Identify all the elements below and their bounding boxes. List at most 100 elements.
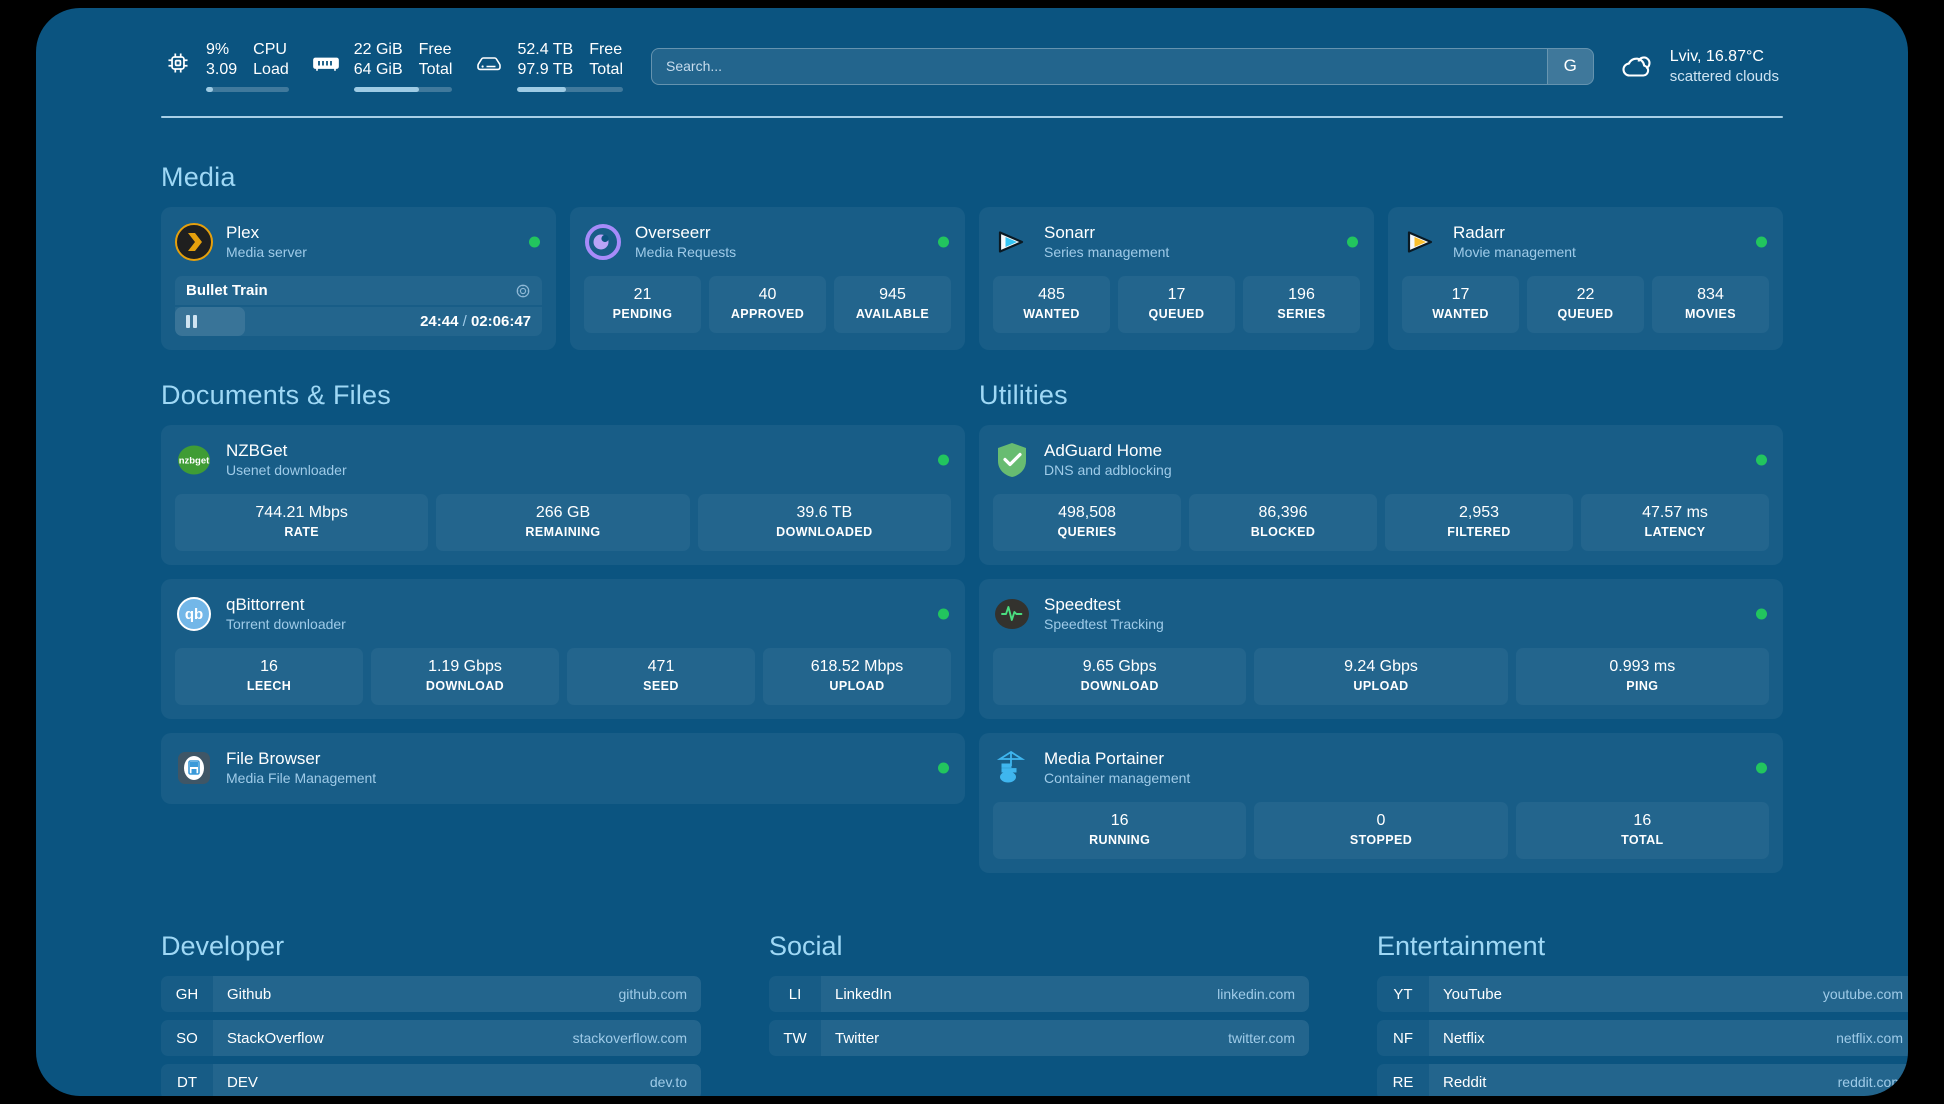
- weather-widget[interactable]: Lviv, 16.87°C scattered clouds: [1616, 46, 1783, 87]
- card-title-block: Radarr Movie management: [1453, 222, 1576, 262]
- card-title-block: NZBGet Usenet downloader: [226, 440, 347, 480]
- documents-section: Documents & Files nzbget NZBGet: [161, 380, 965, 873]
- bookmark-item-reddit[interactable]: RE Reddit reddit.com: [1377, 1064, 1908, 1096]
- stat-label: RUNNING: [1089, 833, 1151, 847]
- service-card-overseerr[interactable]: Overseerr Media Requests 21 PENDING: [570, 207, 965, 350]
- card-header: Sonarr Series management: [993, 220, 1360, 264]
- stat-value: 16: [1110, 812, 1129, 829]
- search-bar[interactable]: G: [651, 47, 1594, 85]
- bookmark-main: LinkedIn linkedin.com: [821, 976, 1309, 1012]
- bookmark-item-netflix[interactable]: NF Netflix netflix.com: [1377, 1020, 1908, 1056]
- stat-label: UPLOAD: [829, 679, 885, 693]
- bookmark-name: LinkedIn: [835, 985, 892, 1003]
- service-description: Container management: [1044, 770, 1191, 786]
- service-name: Media Portainer: [1044, 749, 1165, 768]
- stat-value: 498,508: [1058, 504, 1116, 521]
- bookmark-url: linkedin.com: [1217, 986, 1295, 1002]
- stat-value: 2,953: [1458, 504, 1500, 521]
- service-card-radarr[interactable]: Radarr Movie management 17 WANTED 2: [1388, 207, 1783, 350]
- settings-icon[interactable]: [515, 283, 531, 299]
- stats-row: 485 WANTED 17 QUEUED 196 SERIES: [993, 276, 1360, 333]
- stat-item: 17 QUEUED: [1118, 276, 1235, 333]
- stat-value: 39.6 TB: [796, 504, 853, 521]
- service-name: File Browser: [226, 749, 321, 768]
- search-input[interactable]: [652, 48, 1547, 84]
- stat-item: 40 APPROVED: [709, 276, 826, 333]
- disk-values: 52.4 TB 97.9 TB: [517, 40, 573, 80]
- bookmark-name: Github: [227, 985, 272, 1003]
- cpu-icon: [163, 48, 193, 78]
- card-header: Media Portainer Container management: [993, 746, 1769, 790]
- dashboard-window: 9% 3.09 CPU Load: [36, 8, 1908, 1096]
- service-name: AdGuard Home: [1044, 441, 1163, 460]
- bookmark-url: twitter.com: [1228, 1030, 1295, 1046]
- service-card-plex[interactable]: Plex Media server Bullet Train: [161, 207, 556, 350]
- search-container: G: [651, 47, 1594, 85]
- bookmark-group-social: Social LI LinkedIn linkedin.com TW: [769, 931, 1309, 1096]
- memory-stat-group: 22 GiB 64 GiB Free Total: [311, 40, 453, 92]
- stat-value: 47.57 ms: [1642, 504, 1708, 521]
- bookmark-group-developer: Developer GH Github github.com SO: [161, 931, 701, 1096]
- now-playing-progress-row[interactable]: 24:44 / 02:06:47: [175, 307, 542, 336]
- status-indicator: [938, 762, 949, 774]
- stat-label: QUEUED: [1557, 307, 1614, 321]
- bookmark-abbr: DT: [161, 1064, 213, 1096]
- status-indicator: [1756, 608, 1767, 620]
- bookmarks-region: Developer GH Github github.com SO: [161, 931, 1908, 1096]
- search-engine-button[interactable]: G: [1546, 48, 1593, 84]
- service-card-adguard-home[interactable]: AdGuard Home DNS and adblocking 498,508 …: [979, 425, 1783, 565]
- bookmark-abbr: GH: [161, 976, 213, 1012]
- stat-value: 618.52 Mbps: [810, 658, 904, 675]
- service-card-sonarr[interactable]: Sonarr Series management 485 WANTED: [979, 207, 1374, 350]
- card-header: nzbget NZBGet Usenet downloader: [175, 438, 951, 482]
- service-name: Sonarr: [1044, 223, 1096, 242]
- bookmark-item-youtube[interactable]: YT YouTube youtube.com: [1377, 976, 1908, 1012]
- stat-label: DOWNLOAD: [1080, 679, 1159, 693]
- service-card-qbittorrent[interactable]: qb qBittorrent Torrent downloader: [161, 579, 965, 719]
- overseerr-icon: [584, 223, 622, 261]
- bookmark-item-stackoverflow[interactable]: SO StackOverflow stackoverflow.com: [161, 1020, 701, 1056]
- bookmark-main: DEV dev.to: [213, 1064, 701, 1096]
- bookmark-item-github[interactable]: GH Github github.com: [161, 976, 701, 1012]
- status-indicator: [1347, 236, 1358, 248]
- bookmark-main: Github github.com: [213, 976, 701, 1012]
- stat-value: 16: [1633, 812, 1652, 829]
- bookmark-main: Reddit reddit.com: [1429, 1064, 1908, 1096]
- stat-item: 834 MOVIES: [1652, 276, 1769, 333]
- service-name: Speedtest: [1044, 595, 1121, 614]
- bookmark-name: Twitter: [835, 1029, 880, 1047]
- bookmark-item-twitter[interactable]: TW Twitter twitter.com: [769, 1020, 1309, 1056]
- pause-icon[interactable]: [186, 315, 197, 328]
- weather-condition: scattered clouds: [1669, 67, 1779, 85]
- service-description: Movie management: [1453, 244, 1576, 260]
- bookmark-abbr: NF: [1377, 1020, 1429, 1056]
- memory-label-line2: Total: [418, 61, 453, 78]
- bookmark-group-entertainment: Entertainment YT YouTube youtube.com NF: [1377, 931, 1908, 1096]
- card-header: Speedtest Speedtest Tracking: [993, 592, 1769, 636]
- documents-section-title: Documents & Files: [161, 380, 391, 410]
- stat-label: UPLOAD: [1353, 679, 1409, 693]
- now-playing-progress-fill: [175, 307, 245, 336]
- disk-free-value: 52.4 TB: [517, 41, 574, 58]
- bookmark-item-dev[interactable]: DT DEV dev.to: [161, 1064, 701, 1096]
- bookmark-item-linkedin[interactable]: LI LinkedIn linkedin.com: [769, 976, 1309, 1012]
- stat-item: 266 GB REMAINING: [436, 494, 690, 551]
- stat-item: 16 LEECH: [175, 648, 363, 705]
- memory-total-value: 64 GiB: [353, 61, 403, 78]
- service-card-media-portainer[interactable]: Media Portainer Container management 16 …: [979, 733, 1783, 873]
- service-card-nzbget[interactable]: nzbget NZBGet Usenet downloader 74: [161, 425, 965, 565]
- service-card-file-browser[interactable]: File Browser Media File Management: [161, 733, 965, 804]
- disk-total-value: 97.9 TB: [517, 61, 574, 78]
- stat-value: 9.65 Gbps: [1082, 658, 1157, 675]
- stat-value: 1.19 Gbps: [428, 658, 502, 675]
- cloud-icon: [1616, 50, 1656, 82]
- now-playing-title-row: Bullet Train: [175, 276, 542, 305]
- stat-value: 9.24 Gbps: [1344, 658, 1418, 675]
- stat-value: 471: [647, 658, 675, 675]
- stats-row: 17 WANTED 22 QUEUED 834 MOVIES: [1402, 276, 1769, 333]
- card-title-block: Speedtest Speedtest Tracking: [1044, 594, 1164, 634]
- service-card-speedtest[interactable]: Speedtest Speedtest Tracking 9.65 Gbps D…: [979, 579, 1783, 719]
- cpu-label-line2: Load: [253, 61, 289, 78]
- service-name: Radarr: [1453, 223, 1505, 242]
- card-title-block: File Browser Media File Management: [226, 748, 376, 788]
